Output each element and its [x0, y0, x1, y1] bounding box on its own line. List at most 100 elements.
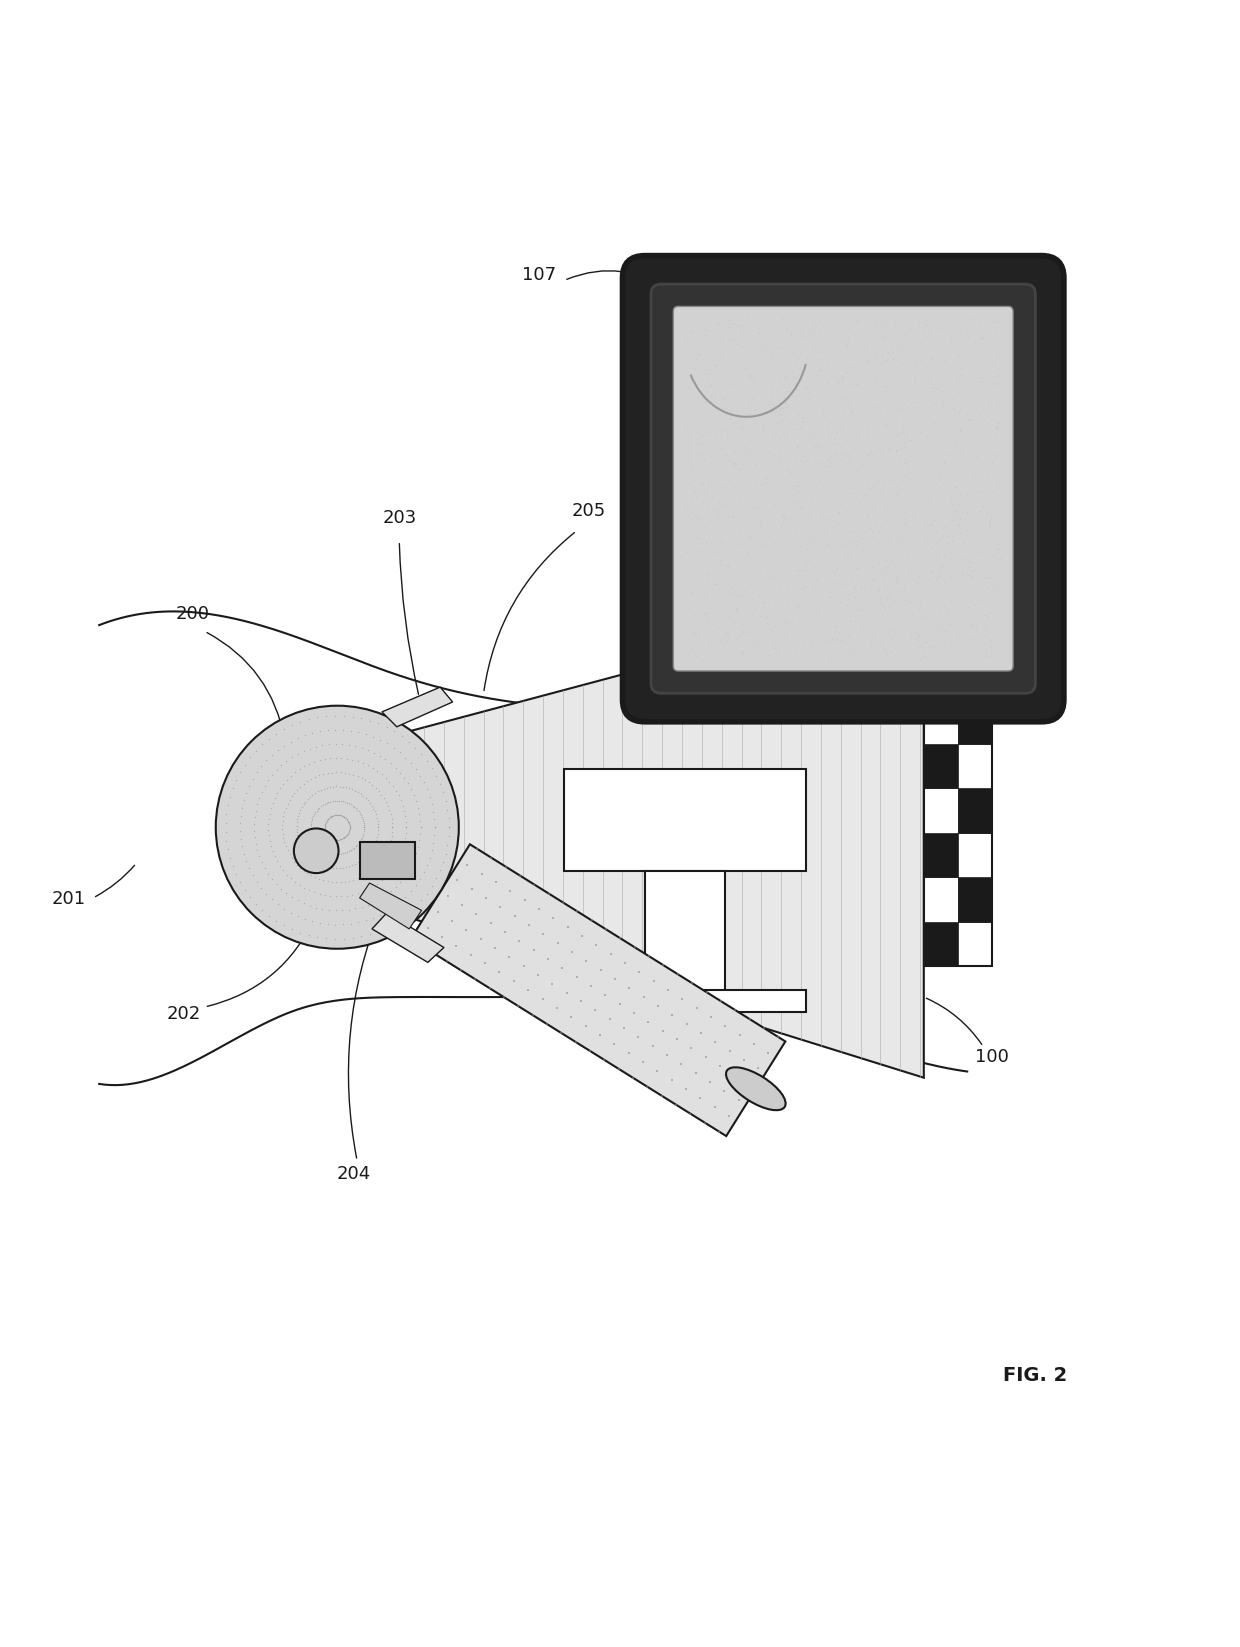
- Point: [946, 634, 966, 660]
- Point: [807, 624, 827, 651]
- Point: [839, 529, 859, 555]
- Point: [804, 593, 823, 619]
- Point: [954, 486, 973, 512]
- Point: [810, 611, 830, 637]
- Point: [699, 372, 719, 399]
- Point: [935, 595, 955, 621]
- Point: [847, 372, 867, 399]
- Point: [862, 441, 882, 468]
- Point: [702, 530, 722, 557]
- Point: [738, 544, 758, 570]
- Point: [740, 394, 760, 420]
- Point: [722, 609, 742, 636]
- Text: 202: 202: [166, 1005, 201, 1023]
- Point: [910, 563, 930, 590]
- Point: [931, 418, 951, 445]
- Point: [712, 367, 732, 394]
- Point: [800, 529, 820, 555]
- Point: [699, 369, 719, 395]
- Point: [706, 389, 725, 415]
- Point: [895, 428, 915, 455]
- Point: [863, 379, 883, 405]
- Point: [863, 623, 883, 649]
- Point: [859, 328, 879, 354]
- Point: [987, 496, 1007, 522]
- Point: [682, 484, 702, 511]
- Point: [988, 537, 1008, 563]
- Point: [930, 374, 950, 400]
- Point: [921, 511, 941, 537]
- Point: [686, 376, 706, 402]
- Text: 201: 201: [51, 889, 86, 907]
- Point: [895, 420, 915, 446]
- Point: [987, 497, 1007, 524]
- Point: [782, 585, 802, 611]
- Point: [951, 481, 971, 507]
- Point: [698, 496, 718, 522]
- Point: [991, 575, 1011, 601]
- Point: [905, 336, 925, 362]
- Point: [934, 553, 954, 580]
- Point: [709, 489, 729, 516]
- Point: [715, 603, 735, 629]
- Point: [751, 567, 771, 593]
- Point: [775, 606, 795, 632]
- Point: [978, 606, 998, 632]
- Point: [832, 572, 852, 598]
- Point: [844, 644, 864, 670]
- Point: [768, 540, 787, 567]
- Point: [678, 415, 698, 441]
- Point: [987, 371, 1007, 397]
- Point: [738, 598, 758, 624]
- Point: [981, 588, 1001, 614]
- Point: [879, 512, 899, 539]
- Point: [706, 341, 725, 367]
- Point: [900, 316, 920, 343]
- Point: [676, 382, 696, 408]
- Point: [930, 346, 950, 372]
- Point: [694, 489, 714, 516]
- Point: [868, 507, 888, 534]
- Point: [873, 644, 893, 670]
- Point: [791, 448, 811, 474]
- Point: [935, 415, 955, 441]
- Point: [861, 624, 880, 651]
- Point: [678, 626, 698, 652]
- Point: [838, 519, 858, 545]
- Point: [976, 438, 996, 464]
- Point: [952, 497, 972, 524]
- Point: [848, 604, 868, 631]
- Point: [689, 341, 709, 367]
- Point: [932, 392, 952, 418]
- Point: [825, 443, 844, 469]
- Point: [862, 576, 882, 603]
- Point: [693, 443, 713, 469]
- Point: [879, 553, 899, 580]
- Point: [844, 511, 864, 537]
- Point: [683, 548, 703, 575]
- Point: [823, 628, 843, 654]
- Point: [919, 387, 939, 413]
- Point: [719, 553, 739, 580]
- Point: [722, 460, 742, 486]
- Point: [750, 544, 770, 570]
- Point: [895, 499, 915, 525]
- Point: [932, 514, 952, 540]
- Point: [951, 583, 971, 609]
- Point: [801, 534, 821, 560]
- Point: [777, 364, 797, 390]
- Point: [802, 611, 822, 637]
- Point: [745, 634, 765, 660]
- Point: [777, 590, 797, 616]
- Point: [681, 443, 701, 469]
- Point: [790, 473, 810, 499]
- Point: [973, 318, 993, 344]
- Point: [707, 359, 727, 385]
- Point: [990, 371, 1009, 397]
- Point: [676, 565, 696, 591]
- Text: 203: 203: [382, 509, 417, 527]
- Point: [976, 613, 996, 639]
- FancyBboxPatch shape: [622, 255, 1064, 721]
- Point: [887, 408, 906, 435]
- Point: [851, 544, 870, 570]
